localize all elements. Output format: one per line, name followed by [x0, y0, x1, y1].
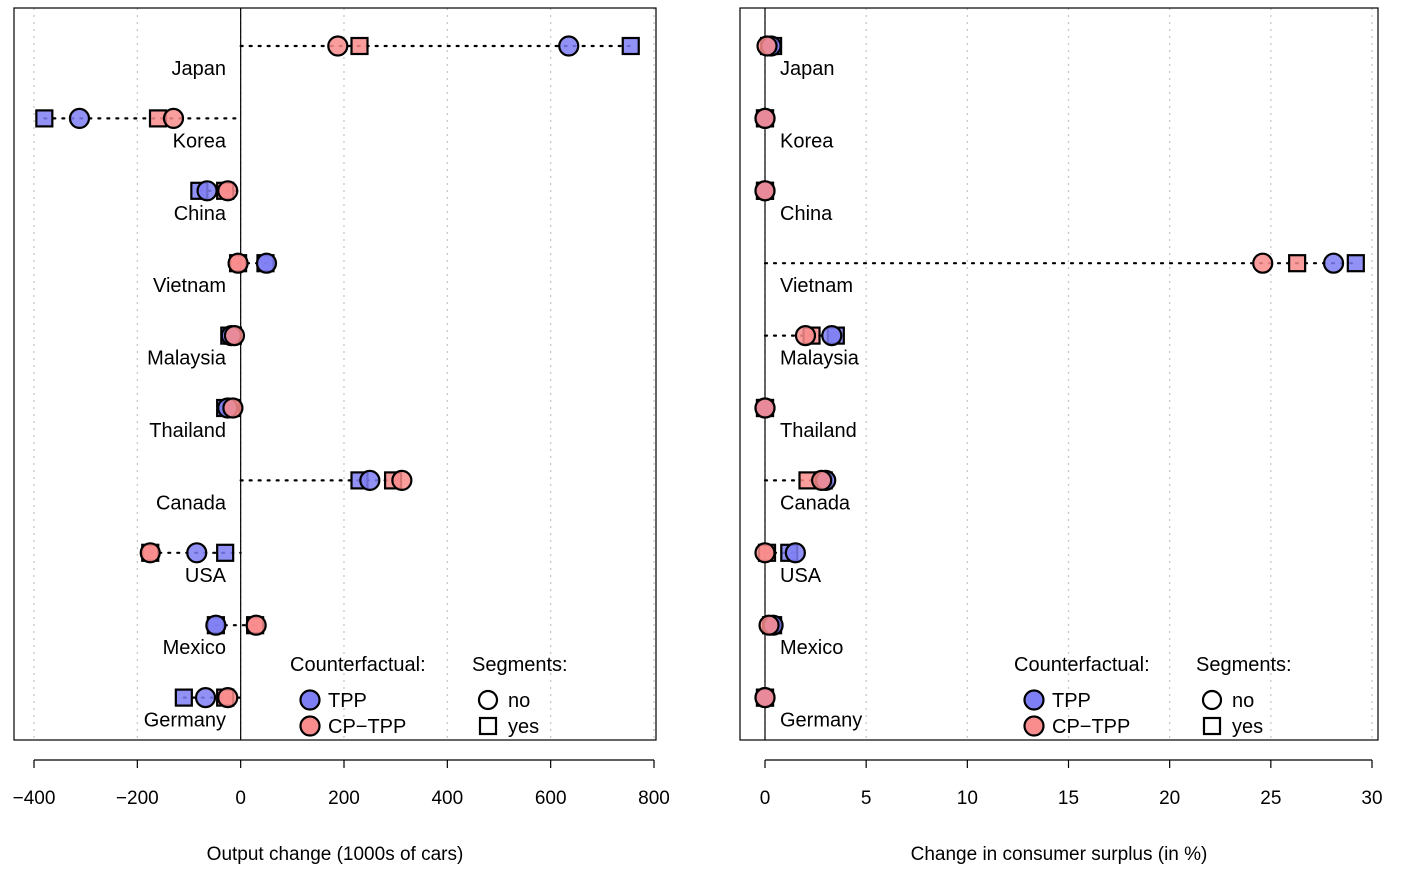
cptpp-no-segments-point — [217, 180, 239, 202]
tpp-no-segments-point — [359, 469, 381, 491]
legend-yes-swatch — [1202, 716, 1222, 736]
cptpp-no-segments-point — [754, 686, 776, 709]
country-label: Mexico — [163, 637, 226, 659]
cptpp-segments-point — [1288, 254, 1307, 273]
tpp-segments-point — [174, 688, 193, 707]
legend-cptpp-swatch — [299, 715, 321, 737]
legend-tpp-label: TPP — [328, 690, 367, 712]
legend-yes-label: yes — [1232, 716, 1263, 738]
legend-tpp-swatch — [299, 689, 321, 711]
cptpp-no-segments-point — [754, 397, 776, 419]
tpp-segments-point — [621, 36, 640, 56]
tpp-no-segments-point — [186, 542, 208, 564]
country-label: Japan — [780, 58, 835, 80]
legend-counterfactual-title: Counterfactual: — [290, 654, 426, 676]
cptpp-no-segments-point — [222, 397, 244, 419]
legend-counterfactual-title: Counterfactual: — [1014, 654, 1150, 676]
country-label: Japan — [172, 58, 227, 80]
country-label: Malaysia — [147, 348, 227, 370]
cptpp-no-segments-point — [223, 325, 246, 347]
tpp-no-segments-point — [821, 325, 843, 347]
legend-no-label: no — [508, 690, 530, 712]
country-label: Canada — [780, 492, 851, 514]
cptpp-no-segments-point — [245, 614, 267, 636]
country-label: Korea — [173, 130, 227, 152]
cptpp-no-segments-point — [162, 107, 185, 130]
legend-yes-swatch — [478, 716, 498, 736]
cptpp-no-segments-point — [1252, 252, 1274, 274]
cptpp-no-segments-point — [794, 325, 817, 347]
legend-tpp-swatch — [1023, 689, 1045, 711]
x-axis-title: Output change (1000s of cars) — [207, 844, 464, 865]
cptpp-no-segments-point — [327, 35, 349, 57]
country-label: Korea — [780, 130, 834, 152]
x-tick-label: 10 — [957, 788, 978, 809]
country-label: USA — [185, 565, 227, 587]
cptpp-no-segments-point — [754, 107, 776, 130]
legend-segments-title: Segments: — [1196, 654, 1292, 676]
country-label: Thailand — [780, 420, 857, 442]
consumer-surplus-panel: 0 5 10 15 20 25 30 Change in consumer surplus (… — [739, 7, 1383, 865]
cptpp-no-segments-point — [754, 180, 776, 202]
country-label: Canada — [156, 492, 227, 514]
tpp-no-segments-point — [255, 252, 278, 274]
tpp-no-segments-point — [196, 180, 218, 202]
legend-cptpp-swatch — [1023, 715, 1045, 737]
x-tick-label: 600 — [535, 788, 567, 809]
legend-segments-title: Segments: — [472, 654, 568, 676]
cptpp-no-segments-point — [758, 614, 780, 636]
output-change-panel: −400 −200 0 200 400 600 800 Output change (1000… — [13, 7, 670, 865]
x-tick-label: 5 — [861, 788, 872, 809]
x-tick-label: 0 — [235, 788, 246, 809]
country-label: Vietnam — [780, 275, 853, 297]
x-tick-label: 30 — [1361, 788, 1382, 809]
legend-cptpp-label: CP−TPP — [328, 716, 406, 738]
tpp-no-segments-point — [194, 686, 217, 709]
x-tick-label: 400 — [431, 788, 463, 809]
cptpp-no-segments-point — [217, 686, 239, 709]
cptpp-segments-point — [350, 36, 369, 56]
tpp-no-segments-point — [205, 614, 227, 636]
country-label: China — [174, 203, 227, 225]
tpp-segments-point — [1346, 254, 1365, 273]
tpp-no-segments-point — [68, 107, 91, 130]
cptpp-no-segments-point — [754, 542, 776, 564]
plot-frame — [739, 7, 1379, 741]
x-tick-label: 0 — [760, 788, 771, 809]
legend-tpp-label: TPP — [1052, 690, 1091, 712]
x-tick-label: 25 — [1260, 788, 1281, 809]
legend-no-swatch — [477, 689, 499, 711]
country-label: Germany — [144, 710, 226, 732]
country-label: China — [780, 203, 833, 225]
tpp-no-segments-point — [784, 542, 806, 564]
cptpp-no-segments-point — [811, 469, 833, 491]
x-tick-label: 200 — [328, 788, 360, 809]
legend-no-label: no — [1232, 690, 1254, 712]
x-tick-label: 20 — [1159, 788, 1180, 809]
x-tick-label: −400 — [13, 788, 56, 809]
tpp-no-segments-point — [558, 35, 580, 57]
legend-no-swatch — [1201, 689, 1223, 711]
cptpp-no-segments-point — [756, 35, 778, 57]
country-label: Germany — [780, 710, 862, 732]
cptpp-no-segments-point — [227, 252, 249, 274]
x-tick-label: 800 — [638, 788, 670, 809]
x-axis-title: Change in consumer surplus (in %) — [911, 844, 1208, 865]
country-label: Mexico — [780, 637, 843, 659]
legend-cptpp-label: CP−TPP — [1052, 716, 1130, 738]
cptpp-no-segments-point — [391, 469, 413, 491]
tpp-segments-point — [216, 543, 235, 562]
legend-yes-label: yes — [508, 716, 539, 738]
country-label: USA — [780, 565, 822, 587]
x-tick-label: 15 — [1058, 788, 1079, 809]
tpp-no-segments-point — [1322, 252, 1345, 274]
country-label: Thailand — [149, 420, 226, 442]
country-label: Malaysia — [780, 348, 860, 370]
tpp-segments-point — [35, 109, 54, 128]
x-tick-label: −200 — [116, 788, 159, 809]
plot-frame — [13, 7, 657, 741]
cptpp-no-segments-point — [139, 542, 161, 564]
country-label: Vietnam — [153, 275, 226, 297]
